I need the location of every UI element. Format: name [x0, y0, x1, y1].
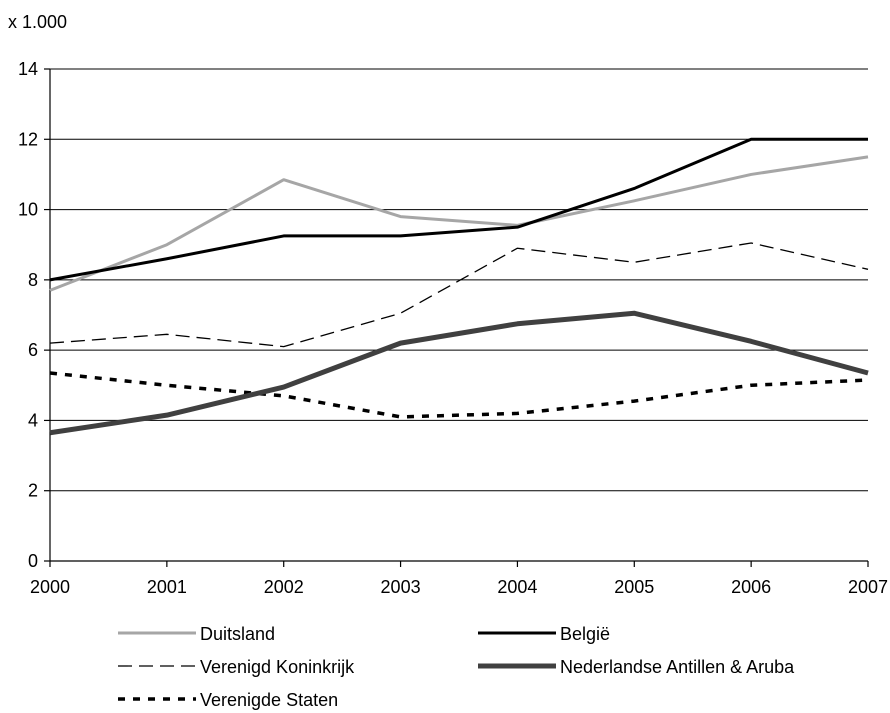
legend-label: Verenigde Staten [200, 690, 338, 710]
y-tick-label: 0 [28, 551, 38, 571]
y-tick-label: 6 [28, 340, 38, 360]
legend-label: Nederlandse Antillen & Aruba [560, 657, 795, 677]
legend-label: Duitsland [200, 624, 275, 644]
y-tick-label: 8 [28, 270, 38, 290]
x-tick-label: 2002 [264, 577, 304, 597]
y-tick-label: 10 [18, 200, 38, 220]
x-tick-label: 2001 [147, 577, 187, 597]
y-tick-label: 2 [28, 481, 38, 501]
x-tick-label: 2005 [614, 577, 654, 597]
series-line-4 [49, 371, 869, 419]
x-tick-label: 2000 [30, 577, 70, 597]
legend-label: België [560, 624, 610, 644]
legend-label: Verenigd Koninkrijk [200, 657, 355, 677]
series-line-2 [49, 242, 869, 348]
legend: Duitsland België Verenigd Koninkrijk Nederl… [118, 624, 795, 710]
legend-item-2: Verenigd Koninkrijk [118, 657, 355, 677]
legend-item-3: Nederlandse Antillen & Aruba [478, 657, 795, 677]
legend-item-4: Verenigde Staten [118, 690, 338, 710]
x-tick-label: 2007 [848, 577, 888, 597]
x-tick-label: 2003 [381, 577, 421, 597]
legend-item-0: Duitsland [118, 624, 275, 644]
y-tick-label: 14 [18, 59, 38, 79]
legend-item-1: België [478, 624, 610, 644]
y-unit-label: x 1.000 [8, 12, 67, 32]
y-tick-label: 12 [18, 129, 38, 149]
x-tick-label: 2004 [497, 577, 537, 597]
x-tick-labels: 2000 2001 2002 2003 2004 2005 2006 2007 [30, 577, 888, 597]
x-tick-label: 2006 [731, 577, 771, 597]
series-lines [49, 137, 869, 436]
y-tick-label: 4 [28, 410, 38, 430]
axes [44, 68, 869, 567]
gridlines [50, 68, 868, 492]
series-line-1 [49, 137, 868, 282]
series-line-0 [49, 155, 869, 292]
series-line-3 [49, 310, 869, 436]
y-tick-labels: 0 2 4 6 8 10 12 14 [18, 59, 38, 571]
